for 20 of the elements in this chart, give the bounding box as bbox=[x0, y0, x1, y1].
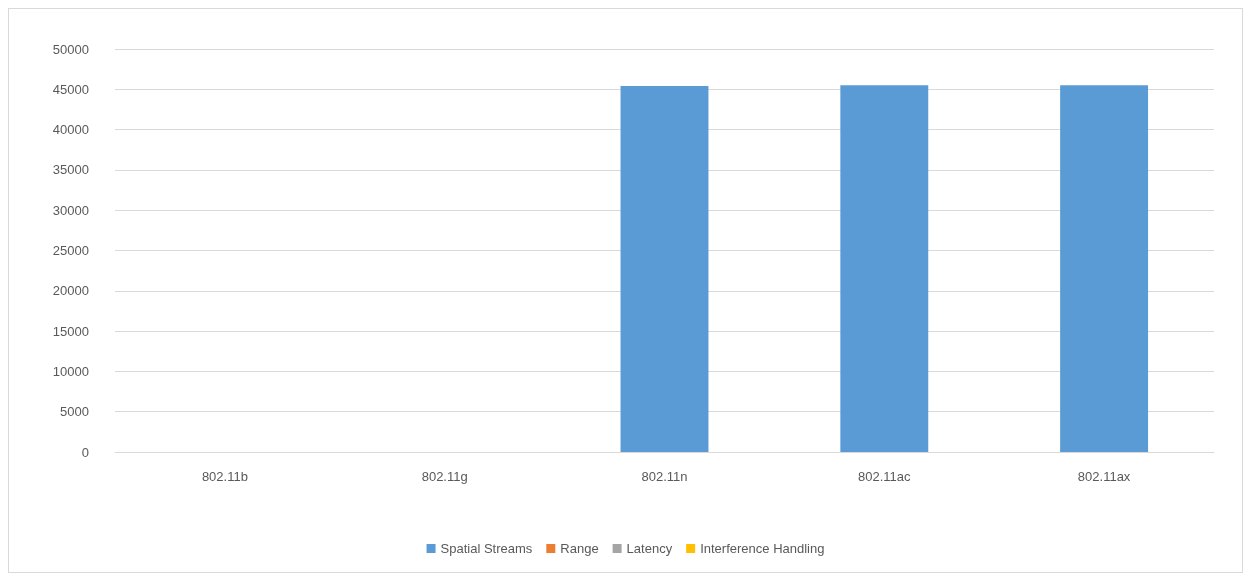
y-tick-label: 35000 bbox=[52, 162, 89, 178]
y-tick-label: 50000 bbox=[52, 41, 89, 57]
x-tick-label: 802.11g bbox=[421, 469, 468, 484]
y-tick-label: 0 bbox=[81, 444, 89, 460]
y-tick-label: 45000 bbox=[52, 81, 89, 97]
y-tick-label: 15000 bbox=[52, 323, 89, 339]
x-tick-label: 802.11b bbox=[201, 469, 248, 484]
y-tick-label: 40000 bbox=[52, 122, 89, 138]
x-tick-label: 802.11ax bbox=[1077, 469, 1131, 484]
legend-label: Range bbox=[560, 541, 599, 556]
y-tick-label: 20000 bbox=[52, 283, 89, 299]
y-tick-label: 30000 bbox=[52, 202, 89, 218]
y-tick-label: 25000 bbox=[52, 243, 89, 258]
legend-label: Latency bbox=[626, 541, 673, 556]
y-tick-label: 5000 bbox=[60, 404, 89, 420]
x-tick-label: 802.11n bbox=[641, 469, 688, 484]
legend-label: Interference Handling bbox=[700, 541, 825, 556]
y-tick-label: 10000 bbox=[52, 363, 89, 379]
legend-label: Spatial Streams bbox=[440, 541, 533, 556]
x-tick-label: 802.11ac bbox=[858, 469, 912, 484]
